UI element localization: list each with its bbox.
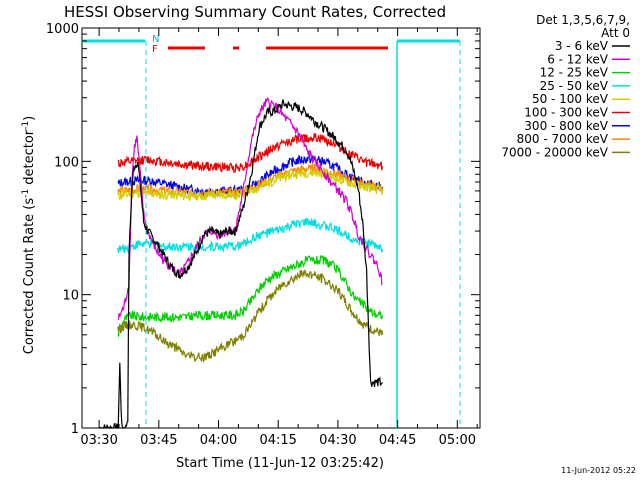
legend-label: 7000 - 20000 keV (501, 145, 608, 159)
y-tick-label: 100 (54, 155, 79, 170)
series-line-6-12keV (117, 97, 383, 320)
legend-label: 100 - 300 keV (524, 106, 608, 120)
x-tick-label: 04:45 (379, 433, 416, 448)
y-axis-label-part-3: ) (22, 116, 37, 121)
series-line-25-50keV (117, 217, 384, 255)
legend-label: 3 - 6 keV (555, 39, 609, 53)
series-line-3-6keV (99, 99, 384, 430)
y-tick-label: 1 (71, 422, 79, 437)
x-tick-label: 03:30 (80, 433, 117, 448)
series-lines (99, 97, 384, 430)
legend-header-line-1: Det 1,3,5,6,7,9, (536, 13, 630, 27)
y-axis-label-part-1: Corrected Count Rate (s (22, 198, 37, 355)
footer-date: 11-Jun-2012 05:22 (561, 466, 636, 475)
y-axis-label-sup-2: -1 (21, 121, 31, 130)
chart-title: HESSI Observing Summary Count Rates, Cor… (64, 3, 446, 21)
x-tick-label: 04:30 (319, 433, 356, 448)
flag-f-label: F (152, 44, 158, 55)
y-axis-label-part-2: detector (22, 129, 37, 189)
flag-n-label: N (152, 34, 159, 45)
legend-label: 800 - 7000 keV (517, 132, 609, 146)
y-tick-label: 1000 (46, 22, 79, 37)
y-axis-label: Corrected Count Rate (s-1 detector-1) (21, 116, 37, 354)
x-tick-label: 05:00 (439, 433, 476, 448)
legend-label: 50 - 100 keV (532, 92, 609, 106)
series-line-50-100keV (117, 168, 384, 202)
x-tick-label: 03:45 (140, 433, 177, 448)
legend-label: 25 - 50 keV (540, 79, 609, 93)
plot-border (81, 27, 481, 429)
legend-label: 12 - 25 keV (540, 66, 609, 80)
x-axis-label: Start Time (11-Jun-12 03:25:42) (176, 456, 384, 471)
series-line-800-7000keV (117, 162, 384, 199)
y-axis-label-sup-1: -1 (21, 189, 31, 198)
plot-frame (81, 27, 481, 429)
x-tick-label: 04:00 (200, 433, 237, 448)
legend-label: 6 - 12 keV (547, 52, 609, 66)
y-tick-label: 10 (62, 289, 79, 304)
x-tick-label: 04:15 (259, 433, 296, 448)
axis-ticks: 03:30 03:45 04:00 04:15 04:30 04:45 05:00 1 10 10… (46, 22, 480, 448)
legend-label: 300 - 800 keV (524, 119, 608, 133)
series-line-12-25keV (117, 255, 384, 338)
series-line-7000-20000keV (117, 269, 384, 364)
legend-header-line-2: Att 0 (601, 26, 630, 40)
